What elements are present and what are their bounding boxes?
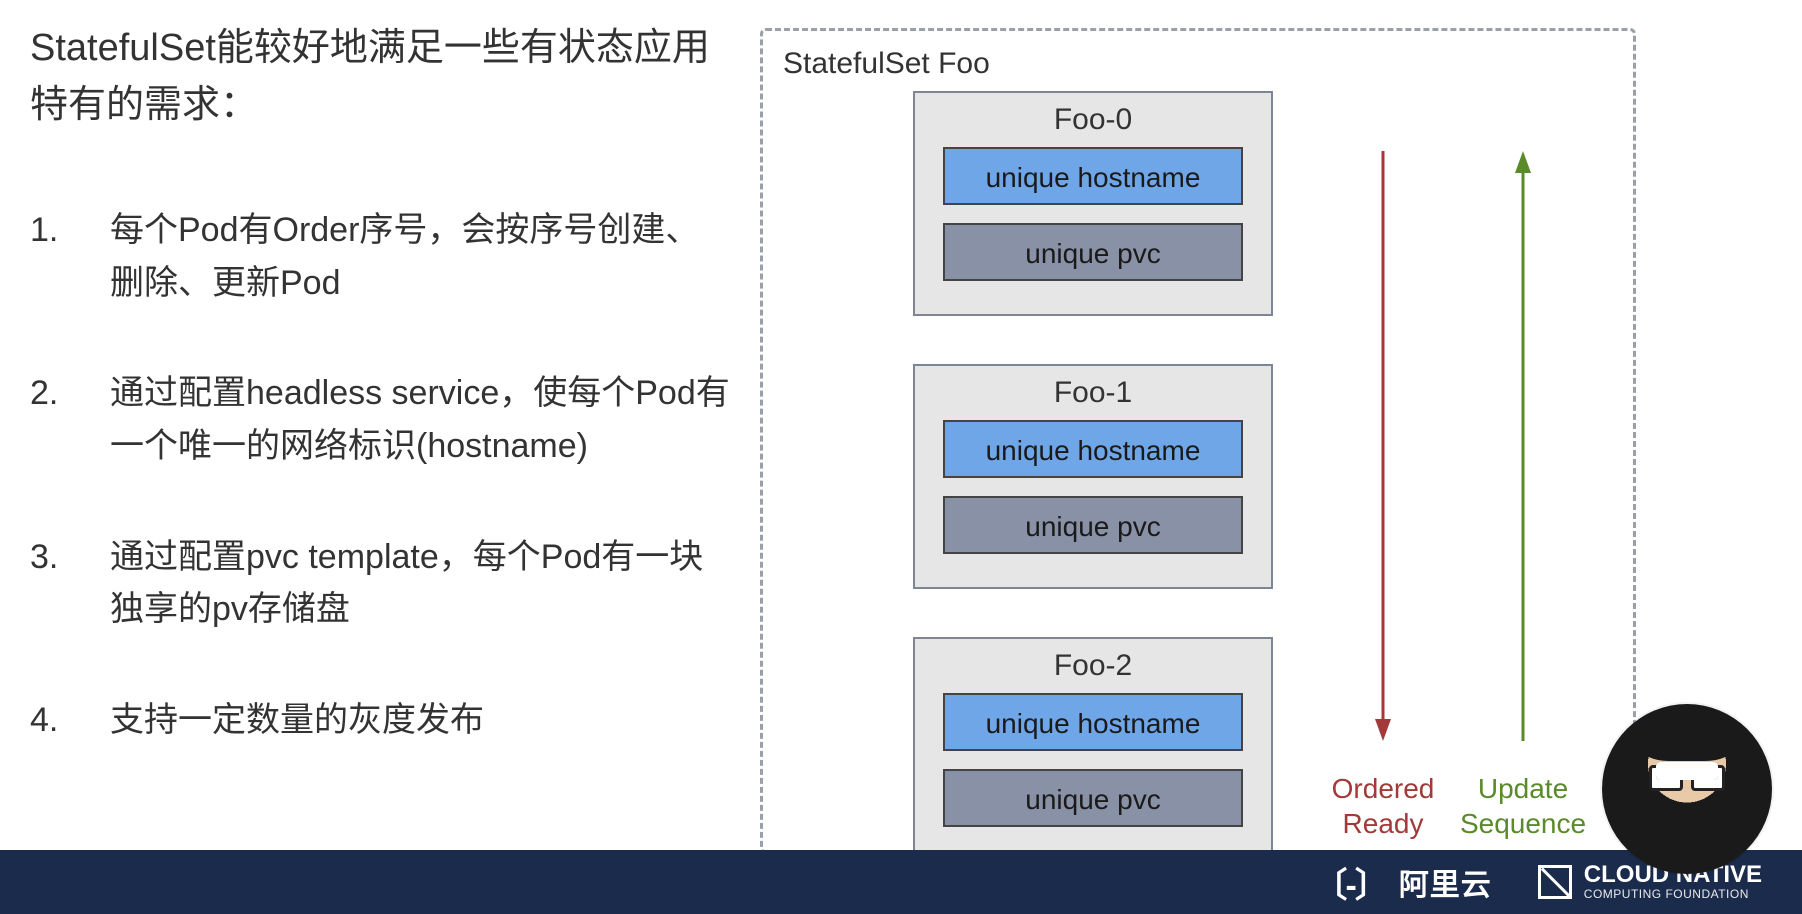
intro-text: StatefulSet能较好地满足一些有状态应用特有的需求：	[30, 20, 730, 134]
pod-foo-0: Foo-0 unique hostname unique pvc	[913, 91, 1273, 316]
pod-name: Foo-2	[915, 649, 1271, 683]
bullet-4: 支持一定数量的灰度发布	[30, 694, 730, 747]
ordered-ready-line1: Ordered	[1332, 773, 1435, 804]
update-sequence-arrow: Update Sequence	[1483, 151, 1563, 761]
aliyun-label: 阿里云	[1399, 860, 1492, 904]
bullet-3: 通过配置pvc template，每个Pod有一块独享的pv存储盘	[30, 531, 730, 636]
bullet-list: 每个Pod有Order序号，会按序号创建、删除、更新Pod 通过配置headle…	[30, 204, 730, 747]
hostname-chip: unique hostname	[943, 420, 1243, 478]
ordered-ready-label: Ordered Ready	[1332, 771, 1435, 841]
left-text-column: StatefulSet能较好地满足一些有状态应用特有的需求： 每个Pod有Ord…	[30, 20, 730, 805]
pvc-chip: unique pvc	[943, 769, 1243, 827]
hostname-chip: unique hostname	[943, 693, 1243, 751]
ordered-ready-arrow: Ordered Ready	[1343, 151, 1423, 761]
pod-name: Foo-1	[915, 376, 1271, 410]
aliyun-brand: 〔-〕 阿里云	[1313, 858, 1491, 907]
update-sequence-line1: Update	[1478, 773, 1568, 804]
pod-column: Foo-0 unique hostname unique pvc Foo-1 u…	[913, 91, 1273, 910]
pvc-chip: unique pvc	[943, 223, 1243, 281]
cncf-icon	[1538, 865, 1572, 899]
pod-foo-2: Foo-2 unique hostname unique pvc	[913, 637, 1273, 862]
bullet-2: 通过配置headless service，使每个Pod有一个唯一的网络标识(ho…	[30, 367, 730, 472]
ordered-ready-line2: Ready	[1343, 808, 1424, 839]
footer-bar: 〔-〕 阿里云 CLOUD NATIVE COMPUTING FOUNDATIO…	[0, 850, 1802, 914]
cncf-line2: COMPUTING FOUNDATION	[1584, 887, 1762, 901]
pod-foo-1: Foo-1 unique hostname unique pvc	[913, 364, 1273, 589]
pvc-chip: unique pvc	[943, 496, 1243, 554]
hostname-chip: unique hostname	[943, 147, 1243, 205]
presenter-avatar	[1602, 704, 1772, 874]
bullet-1: 每个Pod有Order序号，会按序号创建、删除、更新Pod	[30, 204, 730, 309]
cncf-brand: CLOUD NATIVE COMPUTING FOUNDATION	[1538, 863, 1762, 901]
pod-name: Foo-0	[915, 103, 1271, 137]
update-sequence-label: Update Sequence	[1460, 771, 1586, 841]
diagram-title: StatefulSet Foo	[783, 47, 990, 81]
slide: StatefulSet能较好地满足一些有状态应用特有的需求： 每个Pod有Ord…	[0, 0, 1802, 914]
statefulset-diagram: StatefulSet Foo Foo-0 unique hostname un…	[760, 28, 1636, 854]
aliyun-icon: 〔-〕	[1313, 858, 1386, 907]
update-sequence-line2: Sequence	[1460, 808, 1586, 839]
